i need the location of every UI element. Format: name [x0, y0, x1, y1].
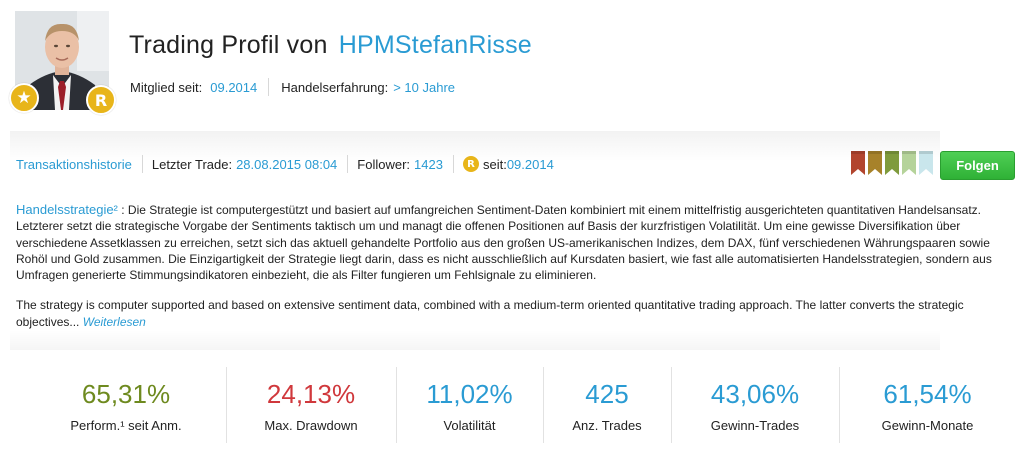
last-trade-value: 28.08.2015 08:04	[236, 156, 338, 172]
stats-row: 65,31% Perform.¹ seit Anm. 24,13% Max. Draw…	[26, 367, 1016, 443]
ribbon-icon	[919, 151, 933, 175]
info-bar: Transaktionshistorie Letzter Trade: 28.0…	[16, 155, 554, 173]
divider	[268, 78, 270, 96]
title-prefix: Trading Profil von	[129, 31, 328, 59]
rating-ribbons	[851, 151, 933, 175]
strategy-description: Handelsstrategie² : Die Strategie ist co…	[16, 202, 1004, 330]
stat-value: 24,13%	[266, 379, 356, 409]
strategy-text-en: The strategy is computer supported and b…	[16, 297, 1004, 330]
star-badge-icon: ★	[9, 83, 39, 113]
r-badge-icon: R	[86, 85, 116, 115]
ribbon-icon	[885, 151, 899, 175]
strategy-body-en: The strategy is computer supported and b…	[16, 298, 964, 329]
stat-label: Perform.¹ seit Anm.	[70, 418, 182, 433]
stat-label: Gewinn-Trades	[710, 418, 800, 433]
stat-item: 425 Anz. Trades	[543, 367, 671, 443]
experience-label: Handelserfahrung:	[281, 79, 389, 95]
stat-value: 425	[585, 379, 629, 409]
divider	[141, 155, 143, 173]
stat-item: 43,06% Gewinn-Trades	[671, 367, 839, 443]
since-value: 09.2014	[506, 156, 554, 172]
profile-avatar-group: ★ R	[9, 11, 116, 115]
strategy-body-de: : Die Strategie ist computergestützt und…	[16, 203, 992, 283]
strategy-text-de: Handelsstrategie² : Die Strategie ist co…	[16, 202, 1004, 283]
stat-value: 61,54%	[883, 379, 972, 409]
stat-label: Anz. Trades	[572, 418, 642, 433]
ribbon-icon	[851, 151, 865, 175]
stat-item: 65,31% Perform.¹ seit Anm.	[26, 367, 226, 443]
stat-value: 65,31%	[81, 379, 171, 409]
member-since-label: Mitglied seit:	[130, 79, 203, 95]
panel-top-shadow	[10, 131, 940, 161]
stat-item: 11,02% Volatilität	[396, 367, 543, 443]
ribbon-icon	[868, 151, 882, 175]
member-since-value: 09.2014	[210, 79, 258, 95]
stat-item: 24,13% Max. Drawdown	[226, 367, 396, 443]
r-badge-small-icon: R	[462, 156, 479, 172]
follow-button[interactable]: Folgen	[940, 151, 1015, 180]
stat-label: Max. Drawdown	[264, 418, 358, 433]
stat-label: Gewinn-Monate	[881, 418, 974, 433]
avatar-photo	[15, 11, 109, 110]
follower-count: 1423	[414, 156, 443, 172]
strategy-label: Handelsstrategie²	[16, 202, 118, 217]
divider	[452, 155, 454, 173]
ribbon-icon	[902, 151, 916, 175]
read-more-link[interactable]: Weiterlesen	[82, 314, 146, 329]
avatar	[15, 11, 109, 110]
stat-label: Volatilität	[443, 418, 496, 433]
stat-value: 43,06%	[710, 379, 800, 409]
username-link[interactable]: HPMStefanRisse	[338, 31, 532, 59]
transaction-history-link[interactable]: Transaktionshistorie	[16, 156, 132, 172]
page-title: Trading Profil von HPMStefanRisse	[129, 31, 532, 60]
divider	[347, 155, 349, 173]
stat-value: 11,02%	[426, 379, 513, 409]
stat-item: 61,54% Gewinn-Monate	[839, 367, 1016, 443]
last-trade-label: Letzter Trade:	[151, 156, 233, 172]
profile-meta: Mitglied seit: 09.2014 Handelserfahrung:…	[130, 78, 455, 96]
panel-bottom-shadow	[10, 330, 940, 350]
since-label: seit:	[482, 156, 507, 172]
follower-label: Follower:	[357, 156, 411, 172]
experience-value: > 10 Jahre	[393, 79, 456, 95]
